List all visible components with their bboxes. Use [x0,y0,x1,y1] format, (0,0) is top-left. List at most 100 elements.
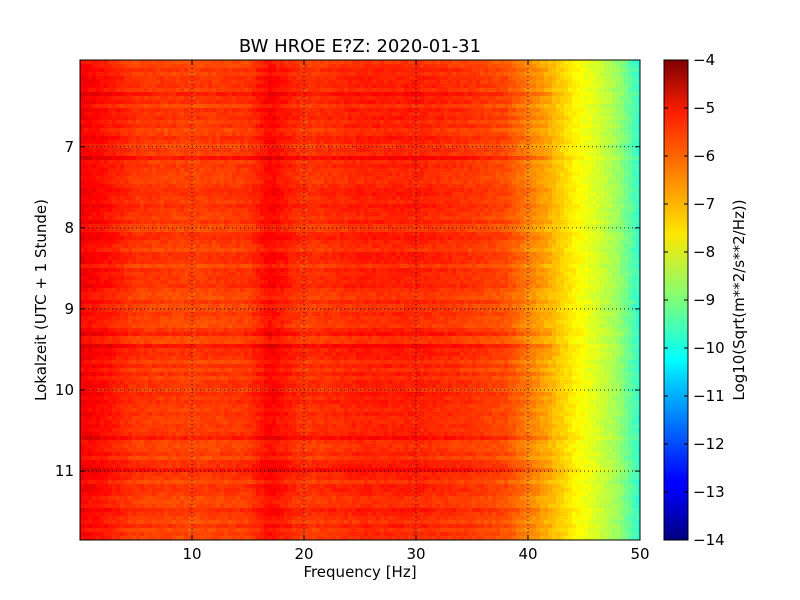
heatmap-cell [356,148,361,153]
heatmap-cell [496,156,501,161]
heatmap-cell [108,64,113,69]
heatmap-cell [488,80,493,85]
heatmap-cell [140,84,145,89]
heatmap-cell [256,156,261,161]
heatmap-cell [608,108,613,113]
heatmap-cell [312,80,317,85]
heatmap-cell [532,124,537,129]
heatmap-cell [400,144,405,149]
heatmap-cell [352,152,357,157]
heatmap-cell [468,96,473,101]
heatmap-cell [212,164,217,169]
heatmap-cell [176,60,181,65]
heatmap-cell [212,120,217,125]
heatmap-cell [540,140,545,145]
heatmap-cell [224,144,229,149]
heatmap-cell [160,148,165,153]
heatmap-cell [528,60,533,65]
heatmap-cell [408,180,413,185]
heatmap-cell [336,148,341,153]
heatmap-cell [480,196,485,201]
heatmap-cell [200,80,205,85]
heatmap-cell [120,164,125,169]
heatmap-cell [628,88,633,93]
heatmap-cell [136,184,141,189]
heatmap-cell [496,192,501,197]
heatmap-cell [456,176,461,181]
heatmap-cell [256,124,261,129]
heatmap-cell [124,180,129,185]
heatmap-cell [208,164,213,169]
heatmap-cell [360,152,365,157]
heatmap-cell [160,104,165,109]
heatmap-cell [272,108,277,113]
heatmap-cell [104,132,109,137]
heatmap-cell [488,156,493,161]
heatmap-cell [528,100,533,105]
heatmap-cell [208,84,213,89]
heatmap-cell [580,60,585,65]
heatmap-cell [152,64,157,69]
heatmap-cell [484,132,489,137]
heatmap-cell [340,64,345,69]
heatmap-cell [420,112,425,117]
heatmap-cell [144,168,149,173]
heatmap-cell [280,60,285,65]
heatmap-cell [440,192,445,197]
heatmap-cell [496,92,501,97]
heatmap-cell [112,64,117,69]
heatmap-cell [520,72,525,77]
heatmap-cell [196,84,201,89]
heatmap-cell [444,120,449,125]
heatmap-cell [156,68,161,73]
heatmap-cell [420,188,425,193]
heatmap-cell [184,100,189,105]
heatmap-cell [612,60,617,65]
heatmap-cell [600,176,605,181]
heatmap-cell [292,104,297,109]
heatmap-cell [220,136,225,141]
heatmap-cell [180,140,185,145]
heatmap-cell [280,196,285,201]
heatmap-cell [580,176,585,181]
heatmap-cell [232,168,237,173]
heatmap-cell [464,116,469,121]
heatmap-cell [456,140,461,145]
heatmap-cell [356,124,361,129]
heatmap-cell [152,156,157,161]
heatmap-cell [440,152,445,157]
heatmap-cell [176,100,181,105]
heatmap-cell [320,108,325,113]
heatmap-cell [272,196,277,201]
heatmap-cell [384,136,389,141]
heatmap-cell [400,80,405,85]
heatmap-cell [380,120,385,125]
heatmap-cell [392,168,397,173]
heatmap-cell [168,132,173,137]
heatmap-cell [308,192,313,197]
heatmap-cell [316,196,321,201]
heatmap-cell [496,184,501,189]
heatmap-cell [344,136,349,141]
heatmap-cell [260,164,265,169]
heatmap-cell [228,120,233,125]
heatmap-cell [164,180,169,185]
heatmap-cell [324,100,329,105]
heatmap-cell [568,108,573,113]
heatmap-cell [600,132,605,137]
heatmap-cell [380,84,385,89]
heatmap-cell [136,92,141,97]
heatmap-cell [396,112,401,117]
heatmap-cell [204,200,209,205]
heatmap-cell [464,76,469,81]
heatmap-cell [260,128,265,133]
heatmap-cell [336,144,341,149]
heatmap-cell [176,96,181,101]
heatmap-cell [496,96,501,101]
heatmap-cell [360,188,365,193]
heatmap-cell [600,88,605,93]
heatmap-cell [560,164,565,169]
heatmap-cell [212,128,217,133]
heatmap-cell [616,116,621,121]
heatmap-cell [360,108,365,113]
